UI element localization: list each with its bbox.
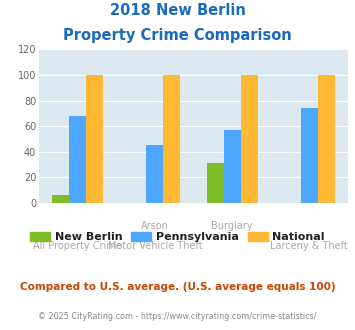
Text: All Property Crime: All Property Crime — [33, 241, 122, 251]
Bar — [163, 75, 180, 203]
Bar — [318, 75, 335, 203]
Text: Property Crime Comparison: Property Crime Comparison — [63, 28, 292, 43]
Text: © 2025 CityRating.com - https://www.cityrating.com/crime-statistics/: © 2025 CityRating.com - https://www.city… — [38, 312, 317, 321]
Bar — [207, 163, 224, 203]
Text: Motor Vehicle Theft: Motor Vehicle Theft — [108, 241, 202, 251]
Bar — [241, 75, 258, 203]
Bar — [301, 108, 318, 203]
Bar — [86, 75, 103, 203]
Legend: New Berlin, Pennsylvania, National: New Berlin, Pennsylvania, National — [26, 228, 329, 247]
Text: Larceny & Theft: Larceny & Theft — [271, 241, 348, 251]
Bar — [146, 146, 163, 203]
Text: Compared to U.S. average. (U.S. average equals 100): Compared to U.S. average. (U.S. average … — [20, 282, 335, 292]
Bar — [52, 195, 69, 203]
Bar — [224, 130, 241, 203]
Text: Arson: Arson — [141, 221, 169, 231]
Bar — [69, 116, 86, 203]
Text: Burglary: Burglary — [211, 221, 253, 231]
Text: 2018 New Berlin: 2018 New Berlin — [110, 3, 245, 18]
